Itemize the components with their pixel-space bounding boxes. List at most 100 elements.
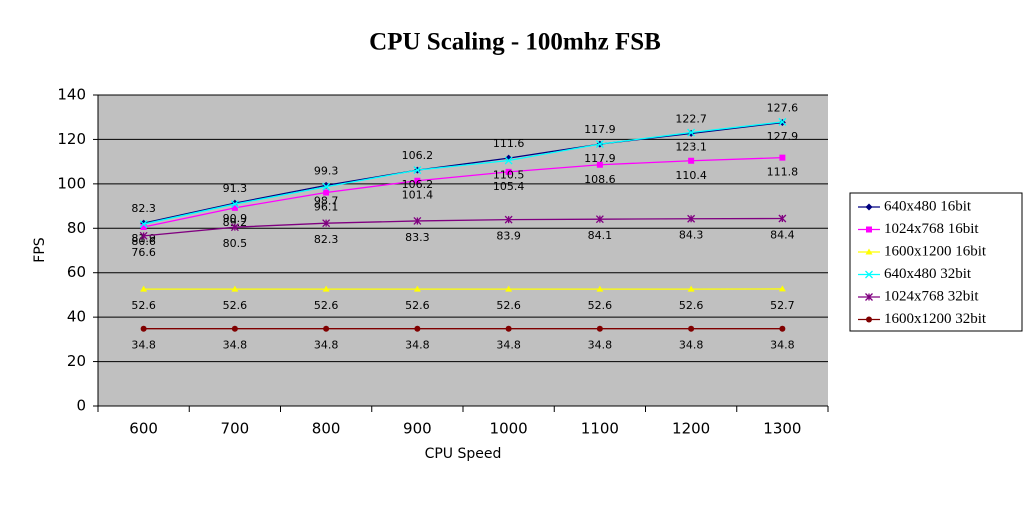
value-label: 110.4: [675, 169, 707, 182]
x-tick-label: 800: [312, 420, 341, 438]
value-label: 99.3: [314, 164, 339, 177]
marker: [505, 325, 512, 332]
x-tick-label: 1000: [490, 420, 528, 438]
legend-marker: [865, 293, 873, 301]
marker: [323, 189, 330, 196]
marker: [687, 285, 695, 292]
value-label: 127.9: [767, 130, 799, 143]
y-tick-label: 120: [57, 130, 86, 148]
value-label: 108.6: [584, 173, 616, 186]
value-label: 76.6: [131, 246, 156, 259]
marker: [414, 325, 421, 332]
legend-marker: [865, 203, 873, 211]
value-label: 110.5: [493, 169, 525, 182]
marker: [595, 215, 604, 224]
value-label: 52.6: [679, 299, 704, 312]
marker: [504, 156, 513, 165]
marker: [231, 285, 239, 292]
value-label: 101.4: [402, 189, 434, 202]
series-line: [143, 217, 783, 237]
value-label: 34.8: [496, 339, 521, 352]
marker: [688, 157, 695, 164]
series: 80.6 89.2 96.1 101.4 105.4 108.6 110.4 111.8: [131, 154, 799, 248]
value-label: 90.9: [223, 212, 248, 225]
marker: [230, 223, 239, 232]
marker: [778, 285, 786, 292]
marker: [140, 325, 147, 332]
value-label: 52.6: [223, 299, 248, 312]
legend-marker: [865, 248, 873, 255]
value-label: 52.7: [770, 299, 795, 312]
marker: [778, 117, 787, 126]
legend-marker: [866, 226, 872, 233]
value-label: 83.3: [405, 231, 430, 244]
value-label: 52.6: [131, 299, 156, 312]
value-label: 84.3: [679, 229, 704, 242]
marker: [413, 285, 421, 292]
value-label: 105.4: [493, 180, 525, 193]
value-label: 98.7: [314, 195, 339, 208]
marker: [596, 285, 604, 292]
value-label: 106.2: [402, 149, 434, 162]
marker: [505, 285, 513, 292]
series: 76.6 80.5 82.3 83.3 83.9 84.1 84.3 84.4: [131, 214, 795, 259]
legend-label: 640x480 16bit: [884, 198, 972, 214]
marker: [323, 325, 330, 332]
marker: [322, 182, 331, 191]
marker: [596, 325, 603, 332]
value-label: 127.6: [767, 102, 799, 115]
value-label: 34.8: [223, 339, 248, 352]
value-label: 34.8: [770, 339, 795, 352]
value-label: 52.6: [496, 299, 521, 312]
marker: [688, 325, 695, 332]
y-tick-label: 40: [67, 308, 86, 326]
series: 34.8 34.8 34.8 34.8 34.8 34.8 34.8 34.8: [131, 325, 795, 352]
marker: [140, 223, 147, 230]
marker: [779, 325, 786, 332]
value-label: 91.3: [223, 182, 248, 195]
legend: [849, 192, 1023, 332]
x-tick-label: 700: [221, 420, 250, 438]
legend-label: 1024x768 16bit: [884, 221, 979, 237]
value-label: 84.4: [770, 229, 795, 242]
marker: [139, 220, 148, 229]
value-label: 117.9: [584, 123, 616, 136]
value-label: 82.3: [131, 202, 156, 215]
x-tick-label: 1200: [672, 420, 710, 438]
marker: [595, 140, 604, 149]
x-tick-label: 1100: [581, 420, 619, 438]
chart-title: CPU Scaling - 100mhz FSB: [369, 29, 661, 56]
y-tick-label: 100: [57, 174, 86, 192]
legend-label: 1024x768 32bit: [884, 288, 979, 304]
value-label: 34.8: [679, 339, 704, 352]
marker: [413, 166, 422, 175]
marker: [231, 204, 238, 211]
y-tick-label: 60: [67, 263, 86, 281]
legend-label: 1600x1200 32bit: [884, 311, 987, 327]
legend-label: 1600x1200 16bit: [884, 243, 987, 259]
marker: [504, 215, 513, 224]
marker: [779, 154, 786, 161]
series-line: [143, 121, 783, 224]
value-label: 111.6: [493, 137, 525, 150]
series-line: [143, 156, 783, 228]
y-axis-title: FPS: [32, 237, 48, 262]
value-label: 117.9: [584, 152, 616, 165]
value-label: 83.9: [496, 230, 521, 243]
marker: [413, 216, 422, 225]
x-axis-title: CPU Speed: [425, 446, 502, 462]
value-label: 111.8: [767, 166, 799, 179]
series: 52.6 52.6 52.6 52.6 52.6 52.6 52.6 52.7: [131, 285, 795, 312]
series-line: [143, 121, 783, 225]
marker: [231, 325, 238, 332]
legend-marker: [865, 270, 873, 279]
x-tick-label: 1300: [763, 420, 801, 438]
y-tick-label: 80: [67, 219, 86, 237]
value-label: 82.3: [314, 233, 339, 246]
value-label: 122.7: [675, 112, 707, 125]
marker: [230, 200, 239, 209]
value-label: 84.1: [588, 229, 613, 242]
value-label: 80.6: [131, 235, 156, 248]
